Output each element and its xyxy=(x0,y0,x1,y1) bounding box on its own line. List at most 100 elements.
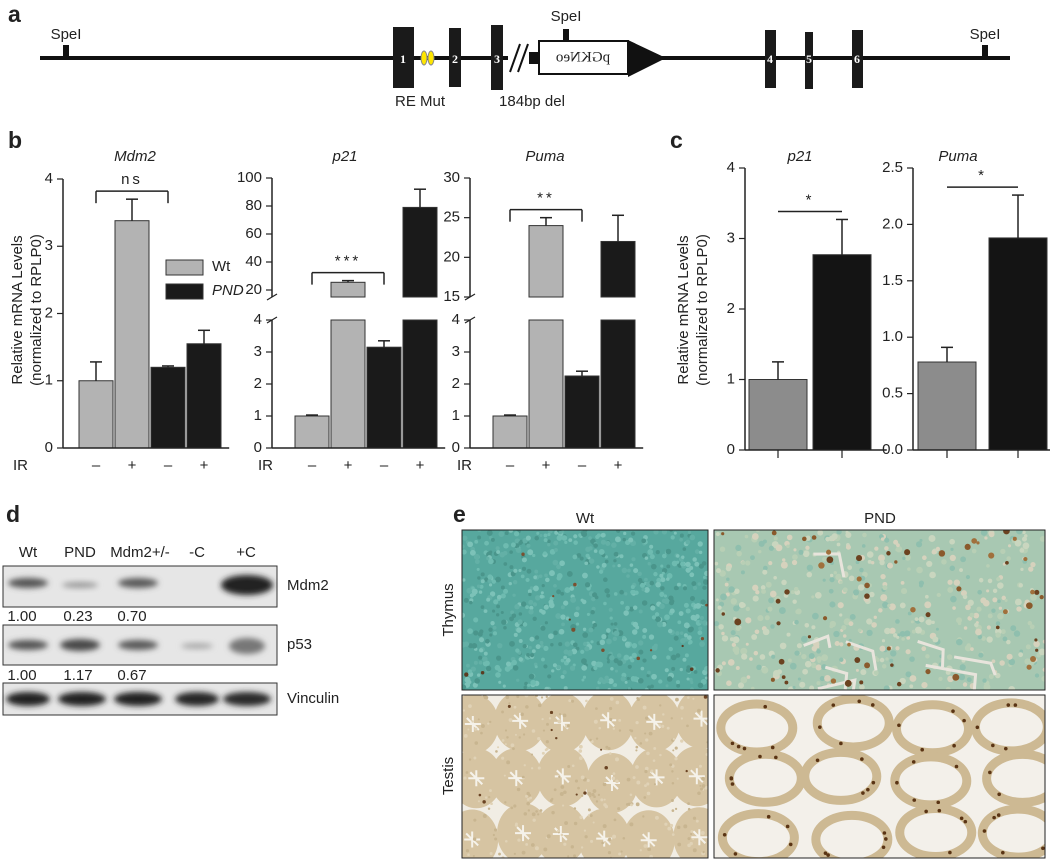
texture xyxy=(813,648,817,652)
texture xyxy=(770,624,775,629)
texture xyxy=(959,568,964,572)
western-blot: Wt PND Mdm2+/- -C +C Mdm2 1.00 0.23 0.70… xyxy=(2,544,339,716)
texture xyxy=(587,808,591,812)
texture xyxy=(690,833,693,836)
texture xyxy=(1028,566,1034,572)
texture xyxy=(687,641,692,645)
bar xyxy=(600,319,636,449)
y-tick-label: 2 xyxy=(254,375,262,392)
texture xyxy=(483,651,488,656)
texture xyxy=(829,577,835,583)
texture xyxy=(857,699,862,704)
texture xyxy=(794,650,800,656)
texture xyxy=(839,580,843,584)
texture xyxy=(580,846,584,849)
texture xyxy=(478,637,485,643)
texture xyxy=(474,678,480,684)
texture xyxy=(1005,560,1009,565)
texture xyxy=(666,726,670,730)
texture xyxy=(468,770,485,787)
texture xyxy=(988,673,994,680)
axis-break xyxy=(266,293,278,301)
texture xyxy=(589,738,592,742)
texture xyxy=(1003,530,1010,535)
texture xyxy=(740,570,745,575)
texture xyxy=(592,789,597,793)
y-tick-label: 4 xyxy=(452,311,460,328)
texture xyxy=(483,609,488,613)
texture xyxy=(535,644,541,650)
texture xyxy=(751,533,759,540)
texture xyxy=(871,622,877,628)
texture xyxy=(643,796,647,799)
texture xyxy=(693,603,699,609)
texture xyxy=(543,664,548,669)
y-tick-label: 0 xyxy=(254,439,262,456)
texture xyxy=(529,796,533,800)
y-tick-label: 80 xyxy=(245,197,262,214)
y-tick-label: 0 xyxy=(452,439,460,456)
texture xyxy=(816,649,821,654)
texture xyxy=(997,612,1004,620)
texture xyxy=(581,664,588,671)
texture xyxy=(894,560,898,564)
texture xyxy=(861,544,866,548)
bar xyxy=(812,254,872,451)
texture xyxy=(671,666,676,671)
texture xyxy=(995,632,1001,638)
texture xyxy=(605,632,609,636)
texture xyxy=(554,768,571,785)
texture xyxy=(806,571,813,578)
texture xyxy=(931,620,935,625)
texture xyxy=(613,592,618,596)
texture xyxy=(806,564,814,571)
texture xyxy=(545,740,549,744)
texture xyxy=(689,572,695,578)
texture xyxy=(867,559,872,564)
y-tick-label: 30 xyxy=(443,169,460,186)
texture xyxy=(664,614,670,621)
break-gap xyxy=(508,50,530,66)
texture xyxy=(928,534,936,542)
significance-label: *** xyxy=(335,253,362,270)
texture xyxy=(962,594,968,600)
bar xyxy=(600,240,636,298)
texture xyxy=(681,555,685,559)
texture xyxy=(650,684,654,689)
texture xyxy=(909,656,915,662)
texture xyxy=(500,610,504,614)
texture xyxy=(735,665,740,670)
texture xyxy=(547,543,551,547)
texture xyxy=(540,696,544,699)
texture xyxy=(789,662,797,670)
texture xyxy=(496,613,500,617)
texture xyxy=(478,660,483,665)
texture xyxy=(780,561,788,569)
texture xyxy=(888,603,896,611)
texture xyxy=(663,594,668,598)
texture xyxy=(677,620,682,625)
texture xyxy=(558,775,561,778)
loxp xyxy=(529,52,539,64)
texture xyxy=(765,581,772,588)
texture xyxy=(496,604,501,609)
texture xyxy=(630,531,636,536)
texture xyxy=(1018,583,1024,588)
texture xyxy=(560,674,565,679)
texture xyxy=(592,622,598,628)
texture xyxy=(615,757,620,762)
texture xyxy=(497,643,503,649)
texture xyxy=(630,589,635,595)
texture xyxy=(808,652,815,659)
texture xyxy=(951,709,955,713)
texture xyxy=(899,602,906,609)
texture xyxy=(698,550,703,555)
panel-label: c xyxy=(670,127,683,153)
texture xyxy=(611,776,616,781)
texture xyxy=(845,544,851,550)
texture xyxy=(542,729,546,732)
texture xyxy=(544,573,548,578)
texture xyxy=(607,851,612,855)
y-tick-label: 4 xyxy=(45,170,53,187)
texture xyxy=(607,678,614,685)
